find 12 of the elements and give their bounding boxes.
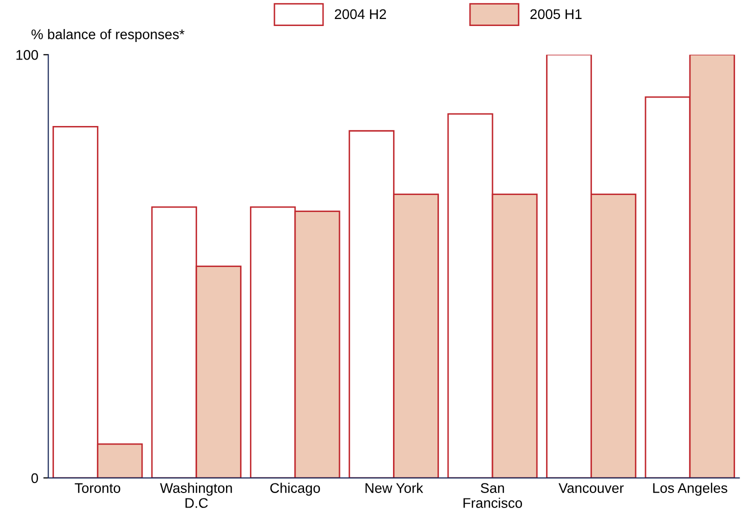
x-tick-label: San Francisco bbox=[464, 483, 522, 508]
y-tick-label: 0 bbox=[31, 473, 38, 484]
x-tick-label: Toronto bbox=[74, 483, 120, 493]
y-tick-label: 100 bbox=[16, 50, 38, 60]
y-axis-title: % balance of responses* bbox=[32, 29, 184, 42]
legend-label: 2004 H2 bbox=[334, 9, 386, 20]
x-tick-label: Vancouver bbox=[558, 483, 624, 493]
x-tick-label: Washington D.C bbox=[160, 482, 232, 508]
x-tick-label: New York bbox=[366, 482, 424, 493]
legend-label: 2005 H1 bbox=[530, 9, 582, 20]
x-tick-label: Los Angeles bbox=[653, 482, 728, 496]
x-tick-label: Chicago bbox=[270, 482, 320, 496]
